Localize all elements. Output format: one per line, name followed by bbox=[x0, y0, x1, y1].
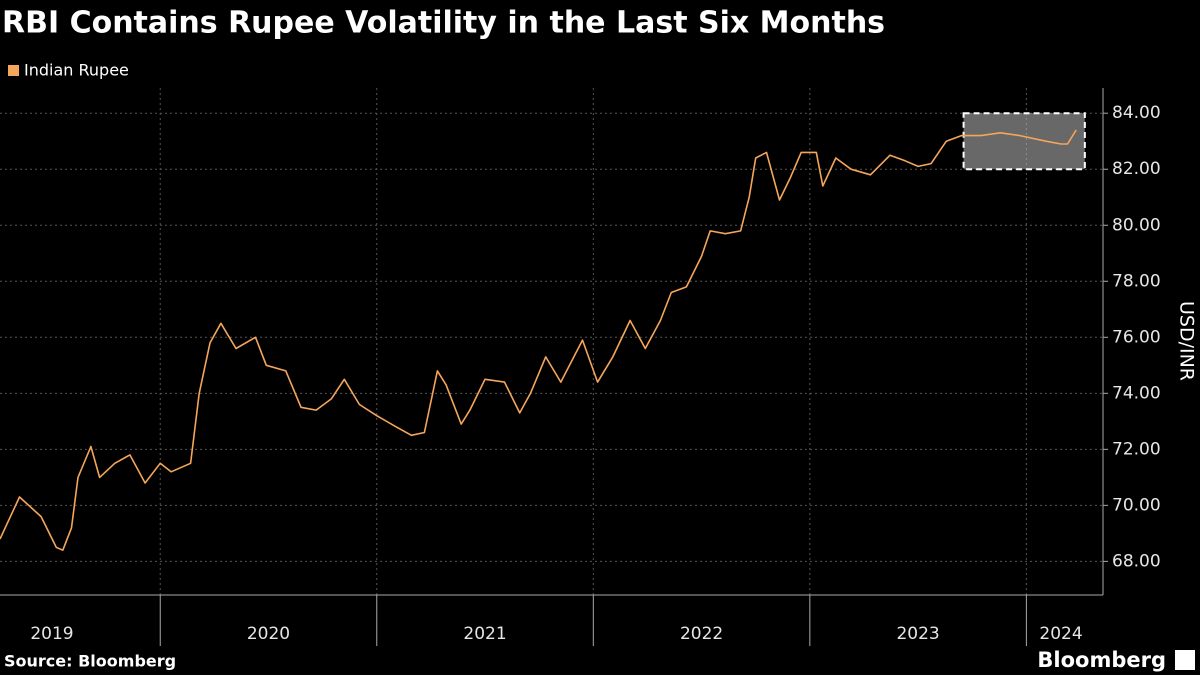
x-tick-label: 2022 bbox=[680, 624, 723, 644]
y-tick-label: 84.00 bbox=[1112, 103, 1161, 123]
legend-swatch bbox=[8, 65, 19, 76]
highlight-box bbox=[962, 112, 1086, 171]
source: Source: Bloomberg bbox=[4, 652, 176, 671]
y-axis-title: USD/INR bbox=[1176, 301, 1198, 381]
x-tick-label: 2024 bbox=[1039, 624, 1082, 644]
legend-label: Indian Rupee bbox=[24, 61, 129, 80]
chart-title: RBI Contains Rupee Volatility in the Las… bbox=[2, 6, 885, 41]
x-tick-label: 2023 bbox=[896, 624, 939, 644]
y-tick-label: 68.00 bbox=[1112, 551, 1161, 571]
x-tick-label: 2019 bbox=[30, 624, 73, 644]
x-tick-label: 2020 bbox=[247, 624, 290, 644]
y-tick-label: 78.00 bbox=[1112, 271, 1161, 291]
y-tick-label: 70.00 bbox=[1112, 495, 1161, 515]
line bbox=[0, 129, 1077, 551]
brand-logo: Bloomberg bbox=[1037, 648, 1166, 672]
y-tick-label: 82.00 bbox=[1112, 159, 1161, 179]
y-tick-label: 80.00 bbox=[1112, 215, 1161, 235]
x-tick-label: 2021 bbox=[463, 624, 506, 644]
brand-icon bbox=[1175, 650, 1195, 670]
y-tick-label: 76.00 bbox=[1112, 327, 1161, 347]
y-tick-label: 74.00 bbox=[1112, 383, 1161, 403]
y-tick-label: 72.00 bbox=[1112, 439, 1161, 459]
